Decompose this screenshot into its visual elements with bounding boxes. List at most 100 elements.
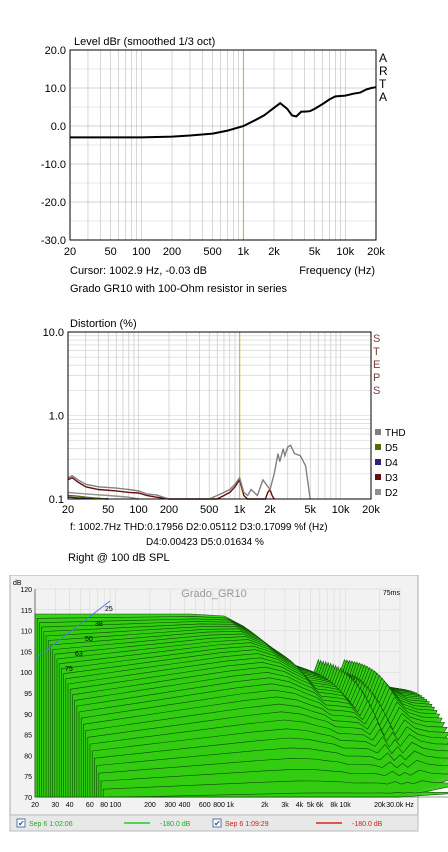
waterfall-depth-label: 38 [95,621,103,628]
waterfall-y-tick-label: 80 [24,753,32,760]
fr-y-tick-label: -10.0 [41,159,66,171]
fr-x-tick-label: 5k [309,246,321,258]
waterfall-x-tick-label: 1k [227,802,235,809]
dist-title: Distortion (%) [70,318,137,330]
fr-x-tick-label: 20 [64,246,76,258]
waterfall-depth-label: 50 [85,636,93,643]
dist-series-thd [67,444,311,500]
dist-brand-letter: P [373,372,380,384]
checkmark-icon: ✔ [18,819,25,828]
dist-x-ticks: 20 50 100 200 500 1k 2k 5k 10k 20k [62,504,380,516]
dist-x-tick-label: 10k [332,504,350,516]
fr-x-tick-label: 20k [367,246,385,258]
fr-y-tick-label: 20.0 [45,45,66,57]
waterfall-y-tick-label: 100 [20,670,32,677]
waterfall-x-tick-label: 5k [307,802,315,809]
waterfall-depth-axis [34,600,111,660]
waterfall-x-tick-label: 600 [199,802,211,809]
dist-brand-letter: S [373,333,380,345]
dist-x-tick-label: 50 [102,504,114,516]
dist-grid [67,331,372,500]
dist-x-tick-label: 2k [264,504,276,516]
waterfall-legend-entry-2[interactable]: ✔ Sep 6 1:09:29 -180.0 dB [212,818,383,828]
fr-brand-letter: A [379,90,387,104]
fr-y-tick-label: 10.0 [45,83,66,95]
fr-x-tick-label: 100 [132,246,150,258]
waterfall-x-tick-label: 8k [330,802,338,809]
waterfall-panel: 70 75 80 85 90 95 100 105 110 115 120 20 30 40 60 80 10… [0,574,448,847]
waterfall-y-tick-label: 105 [20,649,32,656]
dist-caption: Right @ 100 dB SPL [68,552,170,564]
waterfall-x-tick-label: 40 [66,802,74,809]
dist-series-d2 [67,491,139,500]
waterfall-x-tick-label: 300 [164,802,176,809]
fr-x-tick-label: 50 [104,246,116,258]
legend-swatch [375,444,381,450]
dist-x-tick-label: 5k [304,504,316,516]
dist-y-tick-label: 1.0 [49,411,64,423]
waterfall-x-tick-label: 60 [86,802,94,809]
waterfall-legend-entry-1[interactable]: ✔ Sep 6 1:02:06 -180.0 dB [16,818,191,828]
waterfall-x-tick-label: 10k [340,802,352,809]
waterfall-x-tick-label: 30 [51,802,59,809]
waterfall-y-tick-label: 75 [24,774,32,781]
waterfall-x-tick-label: 6k [316,802,324,809]
legend-swatch [375,474,381,480]
legend-label: Sep 6 1:09:29 [225,821,269,828]
fr-brand-letter: T [379,77,387,91]
legend-value: -180.0 dB [160,821,191,828]
legend-checkbox[interactable] [212,818,222,828]
dist-plot-frame [67,331,372,500]
legend-swatch [375,459,381,465]
fr-grid [69,49,377,241]
legend-checkbox[interactable] [16,818,26,828]
waterfall-time-label: 75ms [383,590,401,597]
waterfall-x-tick-label: 30.0k Hz [386,802,414,809]
fr-x-tick-label: 200 [163,246,181,258]
legend-label: Sep 6 1:02:06 [29,821,73,828]
waterfall-x-tick-label: 4k [296,802,304,809]
legend-label: D2 [385,488,398,499]
waterfall-x-tick-label: 20 [31,802,39,809]
legend-label: D4 [385,458,398,469]
fr-response-line [70,86,377,139]
waterfall-x-tick-label: 20k [374,802,386,809]
fr-x-axis-label: Frequency (Hz) [299,265,375,277]
dist-x-tick-label: 200 [160,504,178,516]
arta-brand: A R T A [379,51,388,104]
waterfall-x-tick-label: 3k [281,802,289,809]
fr-y-tick-label: -20.0 [41,197,66,209]
waterfall-x-tick-label: 100 [109,802,121,809]
fr-title: Level dBr (smoothed 1/3 oct) [74,36,215,48]
waterfall-depth-label: 25 [105,606,113,613]
waterfall-y-tick-label: 85 [24,733,32,740]
frequency-response-panel: Level dBr (smoothed 1/3 oct) -30.0 -20.0-… [0,0,448,300]
waterfall-x-tick-label: 80 [100,802,108,809]
waterfall-y-tick-label: 110 [21,629,32,636]
waterfall-depth-label: 75 [65,666,73,673]
fr-cursor-readout: Cursor: 1002.9 Hz, -0.03 dB [70,265,207,277]
dist-y-ticks: 0.1 1.0 10.0 [43,327,64,506]
dist-y-tick-label: 10.0 [43,327,64,339]
waterfall-slices [34,613,448,798]
dist-readout-line1: f: 1002.7Hz THD:0.17956 D2:0.05112 D3:0.… [70,522,328,533]
fr-x-ticks: 20 50 100 200 500 1k 2k 5k 10k 20k [64,246,385,258]
distortion-panel: Distortion (%) 0.1 1.0 10.0 20 50 100 200 500 1… [0,305,448,565]
fr-y-tick-label: 0.0 [51,121,66,133]
dist-readout-line2: D4:0.00423 D5:0.01634 % [146,537,264,548]
dist-brand-letter: T [373,346,380,358]
waterfall-x-tick-label: 2k [261,802,269,809]
fr-brand-letter: R [379,64,388,78]
legend-swatch [375,429,381,435]
steps-brand: S T E P S [373,333,380,397]
waterfall-y-tick-label: 70 [24,795,32,802]
distortion-chart: Distortion (%) 0.1 1.0 10.0 20 50 100 200 500 1… [43,318,406,564]
waterfall-y-tick-label: 90 [24,712,32,719]
fr-x-tick-label: 10k [336,246,354,258]
waterfall-y-ticks: 70 75 80 85 90 95 100 105 110 115 120 [20,587,32,802]
checkmark-icon: ✔ [214,819,221,828]
waterfall-title: Grado_GR10 [181,588,246,600]
frequency-response-chart: Level dBr (smoothed 1/3 oct) -30.0-20.0-… [41,36,388,295]
waterfall-x-ticks: 20 30 40 60 80 100 200 300 400 600 800 1k 2k 3k 4k 5k 6k… [31,802,414,809]
